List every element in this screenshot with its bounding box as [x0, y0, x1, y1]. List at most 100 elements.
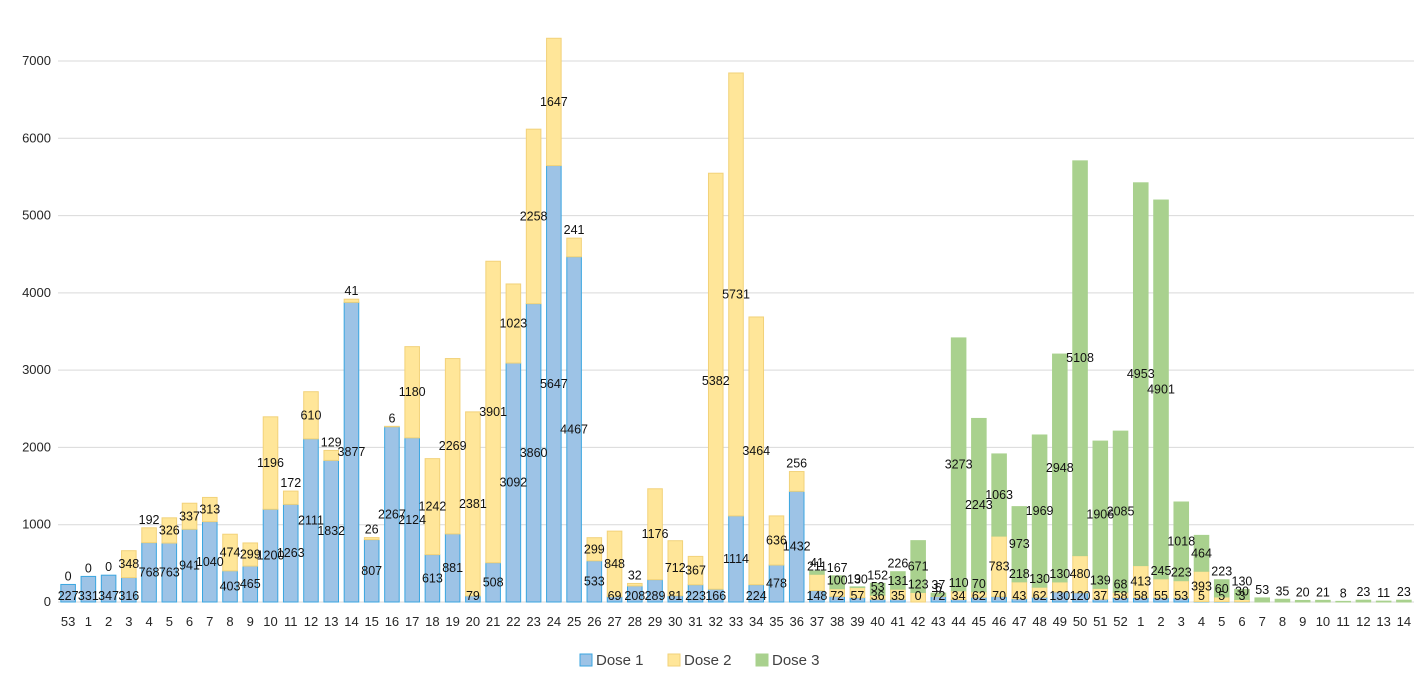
x-tick-label: 31: [688, 614, 702, 629]
data-label-dose-1: 208: [624, 589, 645, 603]
legend-item-dose-1[interactable]: Dose 1: [580, 652, 644, 669]
data-label-dose-3: 8: [1340, 586, 1347, 600]
x-tick-label: 13: [324, 614, 338, 629]
x-tick-label: 49: [1053, 614, 1067, 629]
x-tick-label: 28: [628, 614, 642, 629]
x-tick-label: 34: [749, 614, 763, 629]
data-label-dose-3: 1063: [985, 488, 1013, 502]
data-label-dose-2: 5382: [702, 374, 730, 388]
data-label-dose-1: 465: [240, 577, 261, 591]
data-label-dose-2: 1023: [499, 317, 527, 331]
x-tick-label: 21: [486, 614, 500, 629]
data-label-dose-1: 43: [1012, 589, 1026, 603]
bar-dose-3: [1376, 601, 1391, 602]
data-label-dose-2: 474: [220, 546, 241, 560]
data-label-dose-1: 81: [668, 589, 682, 603]
data-label-dose-2: 1647: [540, 95, 568, 109]
x-tick-label: 24: [547, 614, 561, 629]
data-label-dose-1: 166: [705, 589, 726, 603]
y-tick-label: 2000: [22, 439, 51, 454]
data-label-dose-2: 1176: [642, 527, 669, 541]
data-label-dose-1: 70: [992, 589, 1006, 603]
data-label-dose-2: 192: [139, 513, 160, 527]
data-label-dose-3: 53: [1255, 583, 1269, 597]
y-tick-label: 6000: [22, 130, 51, 145]
x-tick-label: 4: [145, 614, 152, 629]
legend-item-dose-2[interactable]: Dose 2: [668, 652, 732, 669]
legend-swatch-dose-2: [668, 654, 680, 666]
data-label-dose-1: 58: [1134, 589, 1148, 603]
x-tick-label: 30: [668, 614, 682, 629]
data-label-dose-2: 326: [159, 523, 180, 537]
data-label-dose-2: 241: [564, 223, 585, 237]
data-label-dose-3: 41: [810, 556, 824, 570]
x-tick-label: 7: [1259, 614, 1266, 629]
data-label-dose-2: 245: [1151, 564, 1172, 578]
x-tick-label: 51: [1093, 614, 1107, 629]
data-label-dose-2: 172: [280, 476, 301, 490]
data-label-dose-2: 68: [1114, 577, 1128, 591]
data-label-dose-2: 60: [1215, 582, 1229, 596]
data-label-dose-2: 130: [1029, 572, 1050, 586]
data-label-dose-1: 1432: [783, 540, 811, 554]
bars: [61, 38, 1411, 602]
x-tick-label: 20: [466, 614, 480, 629]
x-tick-label: 41: [891, 614, 905, 629]
x-tick-label: 4: [1198, 614, 1205, 629]
bar-dose-2: [789, 472, 804, 492]
data-label-dose-2: 2269: [439, 439, 467, 453]
x-tick-label: 17: [405, 614, 419, 629]
bar-dose-3: [850, 587, 865, 588]
y-tick-label: 5000: [22, 208, 51, 223]
x-tick-label: 1: [1137, 614, 1144, 629]
x-tick-label: 5: [1218, 614, 1225, 629]
data-label-dose-2: 123: [908, 577, 929, 591]
data-label-dose-2: 32: [628, 568, 642, 582]
data-label-dose-2: 337: [179, 509, 200, 523]
data-label-dose-3: 3273: [945, 457, 973, 471]
x-tick-label: 14: [1397, 614, 1411, 629]
x-tick-label: 3: [125, 614, 132, 629]
data-label-dose-3: 4901: [1147, 382, 1175, 396]
data-label-dose-2: 3464: [742, 444, 770, 458]
x-tick-label: 38: [830, 614, 844, 629]
bar-dose-3: [1295, 600, 1310, 602]
x-tick-label: 18: [425, 614, 439, 629]
data-label-dose-2: 218: [1009, 567, 1030, 581]
data-label-dose-1: 69: [608, 589, 622, 603]
data-label-dose-2: 313: [199, 503, 220, 517]
x-tick-label: 10: [1316, 614, 1330, 629]
data-label-dose-1: 478: [766, 577, 787, 591]
data-label-dose-1: 79: [466, 589, 480, 603]
x-tick-label: 2: [105, 614, 112, 629]
x-tick-label: 12: [1356, 614, 1370, 629]
data-label-dose-1: 227: [58, 589, 79, 603]
x-tick-label: 27: [607, 614, 621, 629]
data-label-dose-3: 973: [1009, 537, 1030, 551]
data-label-dose-3: 37: [931, 578, 945, 592]
data-label-dose-2: 393: [1191, 579, 1212, 593]
data-label-dose-2: 783: [989, 559, 1010, 573]
x-tick-label: 10: [263, 614, 277, 629]
bar-dose-2: [628, 583, 643, 585]
data-label-dose-2: 139: [1090, 573, 1111, 587]
data-label-dose-1: 34: [952, 589, 966, 603]
bar-dose-2: [567, 238, 582, 257]
bar-dose-3: [1356, 600, 1371, 602]
x-tick-label: 7: [206, 614, 213, 629]
legend-label-dose-3: Dose 3: [772, 652, 820, 669]
data-label-dose-2: 480: [1070, 567, 1091, 581]
x-tick-label: 44: [951, 614, 965, 629]
bar-dose-3: [1275, 599, 1290, 602]
legend-item-dose-3[interactable]: Dose 3: [756, 652, 820, 669]
data-label-dose-2: 100: [827, 574, 848, 588]
data-label-dose-3: 226: [887, 557, 908, 571]
data-label-dose-1: 1832: [317, 524, 345, 538]
x-tick-label: 5: [166, 614, 173, 629]
x-tick-label: 32: [709, 614, 723, 629]
data-label-dose-3: 130: [1232, 574, 1253, 588]
data-label-dose-2: 848: [604, 557, 625, 571]
bar-dose-2: [283, 491, 298, 504]
